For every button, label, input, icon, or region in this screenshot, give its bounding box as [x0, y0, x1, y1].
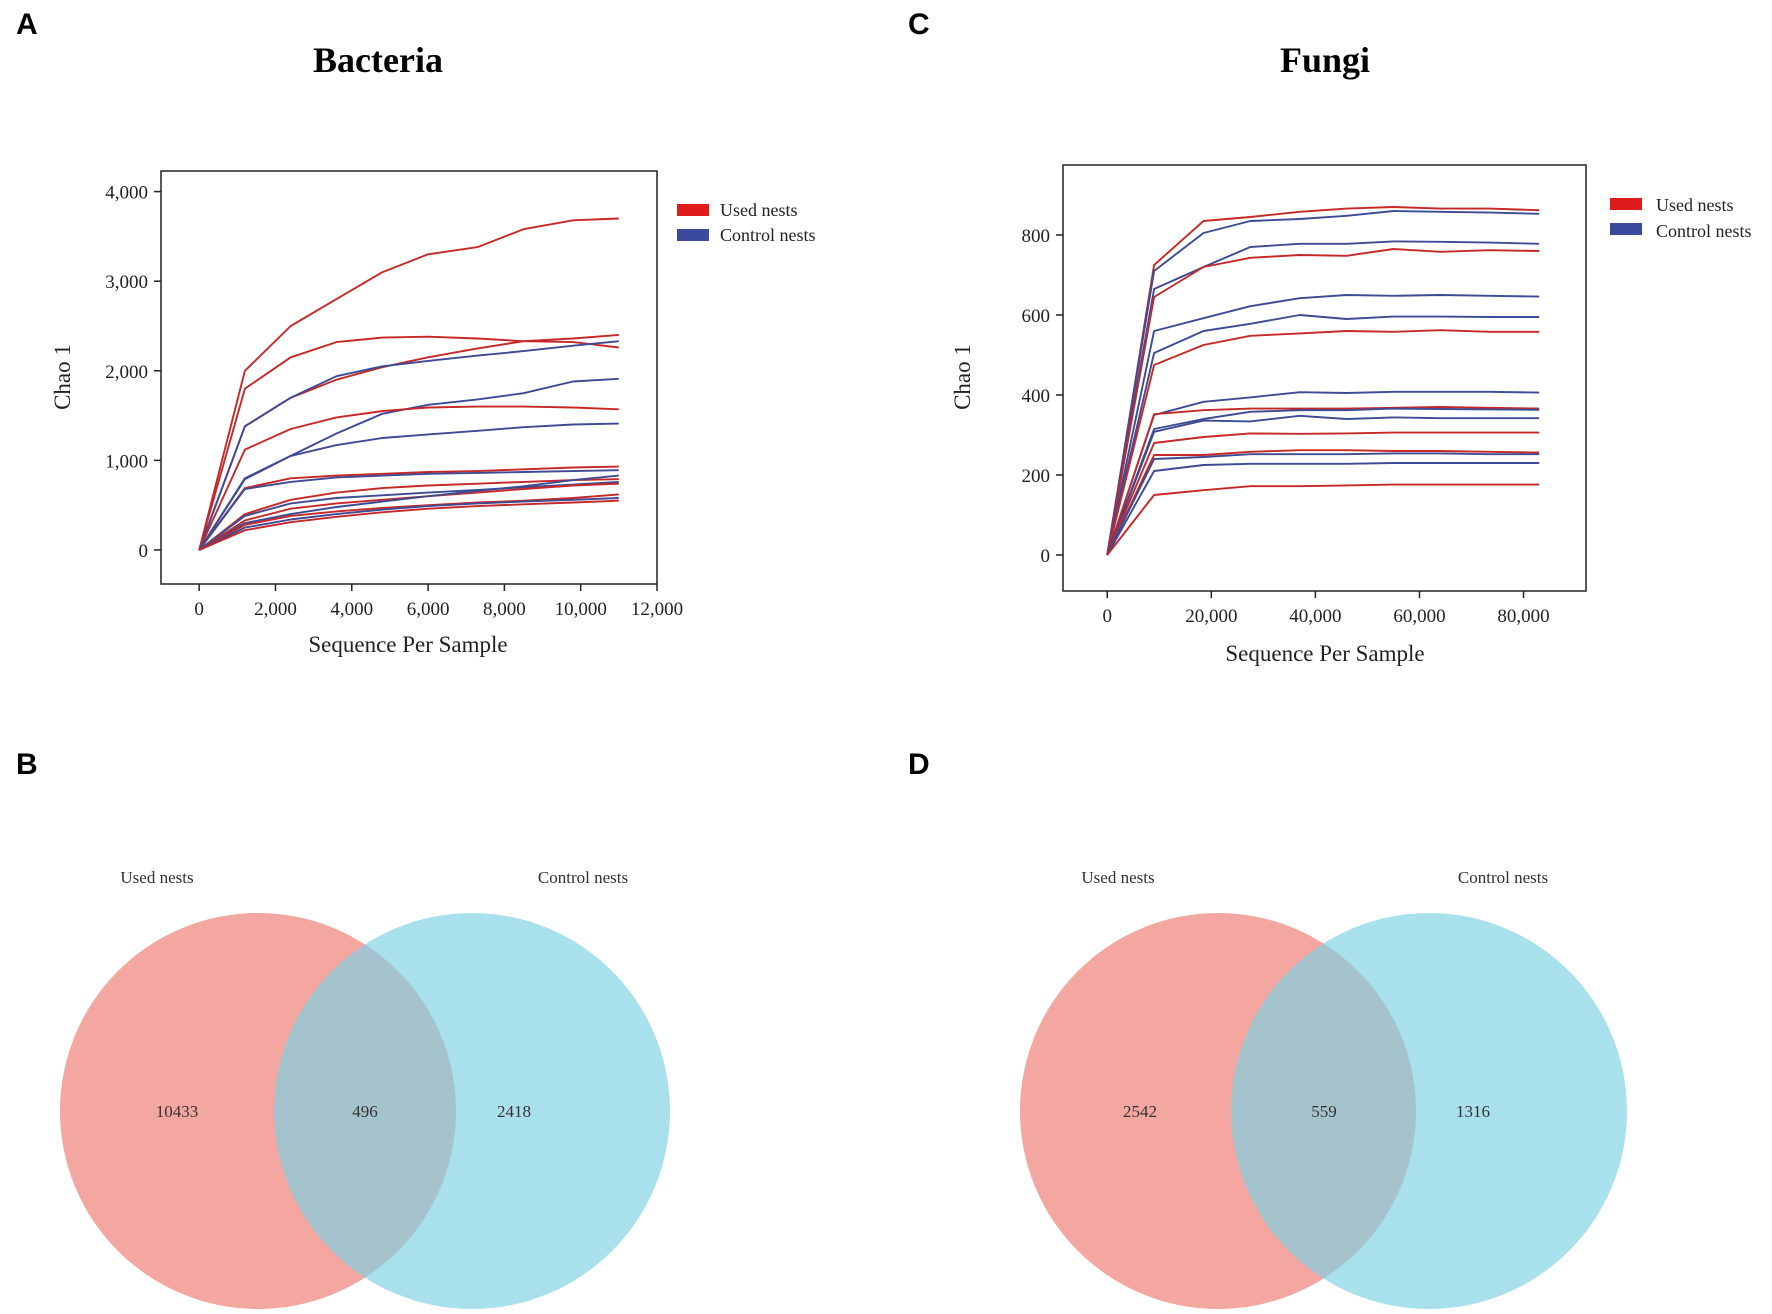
- y-tick-label: 800: [1022, 226, 1051, 247]
- series-line-control-2: [1106, 210, 1540, 556]
- x-tick-label: 40,000: [1289, 606, 1341, 627]
- legend-swatch-control: [1610, 223, 1642, 235]
- series-lines: [198, 217, 619, 551]
- fungi-rarefaction-chart: Fungi 0 20,000 40,000 60,000 80,000 0 200 400 6…: [950, 40, 1752, 666]
- series-line-control-3: [1106, 240, 1540, 556]
- series-line-control-6: [1106, 314, 1540, 556]
- venn-count-control-only: 1316: [1456, 1102, 1490, 1121]
- x-axis-label: Sequence Per Sample: [308, 632, 507, 657]
- y-tick-label: 3,000: [105, 272, 148, 293]
- x-tick-label: 0: [1102, 606, 1112, 627]
- panel-label-d: D: [908, 748, 930, 781]
- venn-circle-control: [1231, 913, 1627, 1309]
- x-tick-label: 20,000: [1185, 606, 1237, 627]
- legend-label-control: Control nests: [1656, 221, 1752, 241]
- series-line-control-15: [1106, 462, 1540, 556]
- plot-frame: [1062, 164, 1587, 592]
- series-line-control-10: [1106, 407, 1540, 556]
- legend-label-control: Control nests: [720, 225, 816, 245]
- y-axis-label: Chao 1: [950, 344, 975, 410]
- x-axis-ticks: 0 2,000 4,000 6,000 8,000 10,000 12,000: [194, 584, 683, 620]
- legend-swatch-used: [677, 204, 709, 216]
- x-tick-label: 60,000: [1393, 606, 1445, 627]
- legend: Used nests Control nests: [1610, 195, 1752, 241]
- y-tick-label: 2,000: [105, 362, 148, 383]
- y-tick-label: 4,000: [105, 183, 148, 204]
- series-line-control-11: [198, 480, 619, 551]
- panel-label-a: A: [16, 8, 38, 41]
- panel-label-c: C: [908, 8, 930, 41]
- series-line-control-11: [1106, 414, 1540, 556]
- venn-count-used-only: 10433: [156, 1102, 199, 1121]
- series-lines: [1106, 206, 1540, 556]
- series-line-used-16: [1106, 483, 1540, 556]
- y-tick-label: 0: [1041, 546, 1051, 567]
- series-line-used-1: [198, 217, 619, 551]
- x-axis-ticks: 0 20,000 40,000 60,000 80,000: [1102, 591, 1550, 627]
- series-line-used-12: [1106, 431, 1540, 556]
- venn-count-shared: 496: [352, 1102, 378, 1121]
- series-line-control-13: [198, 474, 619, 551]
- y-tick-label: 400: [1022, 386, 1051, 407]
- y-tick-label: 1,000: [105, 451, 148, 472]
- x-tick-label: 10,000: [555, 599, 607, 620]
- chart-title: Fungi: [1280, 40, 1370, 80]
- legend: Used nests Control nests: [677, 200, 816, 245]
- y-tick-label: 200: [1022, 466, 1051, 487]
- venn-count-used-only: 2542: [1123, 1102, 1157, 1121]
- series-line-control-9: [198, 469, 619, 551]
- y-axis-ticks: 0 200 400 600 800: [1022, 226, 1063, 567]
- venn-count-control-only: 2418: [497, 1102, 531, 1121]
- series-line-used-16: [198, 499, 619, 551]
- x-tick-label: 6,000: [407, 599, 450, 620]
- series-line-used-2: [198, 335, 619, 551]
- series-line-control-4: [198, 340, 619, 551]
- venn-circle-control: [274, 913, 670, 1309]
- legend-label-used: Used nests: [720, 200, 798, 220]
- bacteria-venn-diagram: Used nests Control nests 10433 496 2418: [60, 868, 670, 1309]
- x-tick-label: 8,000: [483, 599, 526, 620]
- x-axis-label: Sequence Per Sample: [1225, 641, 1424, 666]
- series-line-control-5: [1106, 294, 1540, 556]
- y-tick-label: 600: [1022, 306, 1051, 327]
- series-line-used-4: [1106, 248, 1540, 556]
- series-line-used-10: [198, 478, 619, 551]
- venn-count-shared: 559: [1311, 1102, 1337, 1121]
- legend-swatch-control: [677, 229, 709, 241]
- venn-set-label-control: Control nests: [538, 868, 628, 887]
- venn-set-label-used: Used nests: [120, 868, 193, 887]
- series-line-used-14: [198, 493, 619, 551]
- y-tick-label: 0: [139, 541, 149, 562]
- series-line-control-8: [1106, 390, 1540, 556]
- series-line-used-9: [1106, 406, 1540, 556]
- series-line-used-8: [198, 465, 619, 551]
- plot-frame: [160, 170, 658, 585]
- x-tick-label: 2,000: [254, 599, 297, 620]
- series-line-used-1: [1106, 206, 1540, 556]
- venn-set-label-control: Control nests: [1458, 868, 1548, 887]
- x-tick-label: 4,000: [330, 599, 373, 620]
- series-line-control-15: [198, 497, 619, 551]
- x-tick-label: 12,000: [631, 599, 683, 620]
- y-axis-label: Chao 1: [50, 344, 75, 410]
- x-tick-label: 80,000: [1497, 606, 1549, 627]
- fungi-venn-diagram: Used nests Control nests 2542 559 1316: [1020, 868, 1627, 1309]
- x-tick-label: 0: [194, 599, 204, 620]
- series-line-used-6: [198, 405, 619, 551]
- series-line-control-14: [1106, 452, 1540, 556]
- venn-set-label-used: Used nests: [1081, 868, 1154, 887]
- y-axis-ticks: 0 1,000 2,000 3,000 4,000: [105, 183, 161, 562]
- panel-label-b: B: [16, 748, 38, 781]
- series-line-used-13: [1106, 449, 1540, 556]
- bacteria-rarefaction-chart: Bacteria 0 2,000 4,000 6,000 8,000 10,000 12,0…: [50, 40, 816, 657]
- chart-title: Bacteria: [313, 40, 443, 80]
- legend-label-used: Used nests: [1656, 195, 1734, 215]
- series-line-used-7: [1106, 329, 1540, 556]
- series-line-control-7: [198, 422, 619, 551]
- legend-swatch-used: [1610, 198, 1642, 210]
